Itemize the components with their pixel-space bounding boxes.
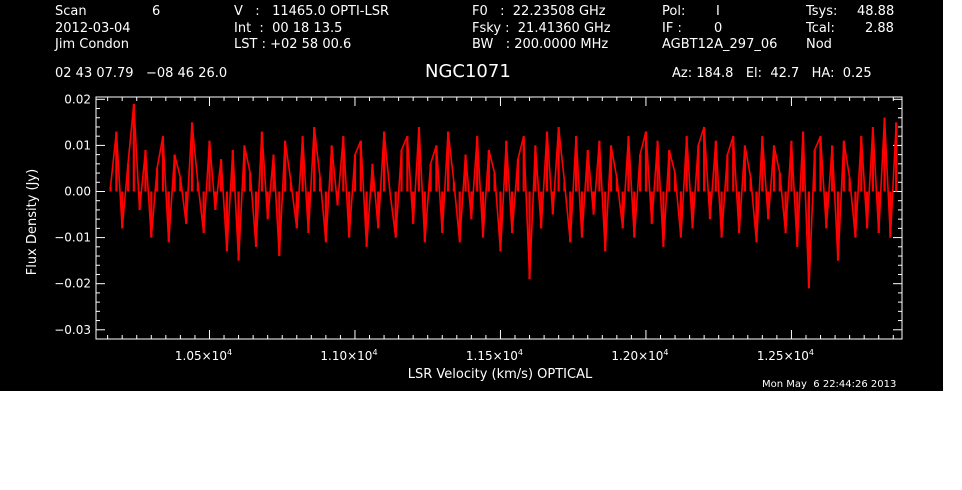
polarization-value: I [716,4,720,19]
tcal-value: 2.88 [865,21,894,36]
axis-tick-labels: 1.05×104 1.10×104 1.15×104 1.20×104 1.25×104… [54,92,814,363]
scan-label: Scan [55,4,87,19]
x-tick-label: 1.10×104 [320,348,377,363]
bandwidth: BW : 200.0000 MHz [472,37,609,52]
series-line [109,103,897,289]
x-axis-label: LSR Velocity (km/s) OPTICAL [408,367,593,382]
spectrum-chart: 1.05×104 1.10×104 1.15×104 1.20×104 1.25×104… [25,92,903,382]
if-label: IF : [662,21,682,36]
source-coordinates: 02 43 07.79 −08 46 26.0 [55,66,228,81]
plot-panel: Scan 6 2012-03-04 Jim Condon V : 11465.0… [0,0,943,391]
if-value: 0 [714,21,723,36]
polarization-label: Pol: [662,4,686,19]
y-tick-label: 0.01 [64,138,91,152]
y-tick-label: 0.02 [64,92,91,106]
y-tick-label: −0.02 [54,277,91,291]
project-id: AGBT12A_297_06 [662,37,778,52]
x-tick-label: 1.15×104 [466,348,523,363]
plot-frame [95,96,903,340]
x-tick-label: 1.25×104 [757,348,814,363]
observing-mode: Nod [806,37,832,52]
source-name: NGC1071 [425,61,511,82]
x-tick-label: 1.05×104 [175,348,232,363]
integration-time: Int : 00 18 13.5 [234,21,343,36]
sky-frequency: Fsky : 21.41360 GHz [472,21,611,36]
rest-frequency: F0 : 22.23508 GHz [472,4,606,19]
tsys-label: Tsys: [806,4,838,19]
observer-name: Jim Condon [55,37,129,52]
tsys-value: 48.88 [857,4,895,19]
velocity-info: V : 11465.0 OPTI-LSR [234,4,390,19]
y-tick-label: −0.03 [54,323,91,337]
az-el-ha: Az: 184.8 El: 42.7 HA: 0.25 [672,66,872,81]
y-axis-label: Flux Density (Jy) [25,169,40,275]
plot-timestamp: Mon May 6 22:44:26 2013 [762,379,897,390]
tcal-label: Tcal: [806,21,835,36]
observation-date: 2012-03-04 [55,21,131,36]
scan-number: 6 [152,4,161,19]
x-tick-label: 1.20×104 [611,348,668,363]
lst-info: LST : +02 58 00.6 [234,37,352,52]
axis-ticks [96,97,902,340]
y-tick-label: −0.01 [54,231,91,245]
series-layer [109,103,898,289]
y-tick-label: 0.00 [64,184,91,198]
